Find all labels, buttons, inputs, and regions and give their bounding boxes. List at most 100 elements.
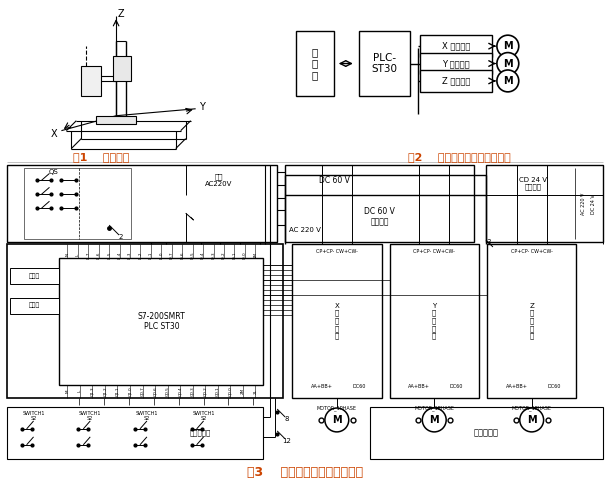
Text: CD 24 V
开关电源: CD 24 V 开关电源 — [518, 176, 547, 190]
Text: AA+BB+: AA+BB+ — [506, 384, 528, 389]
Bar — [7, 407, 264, 459]
Text: I0.2: I0.2 — [222, 251, 226, 259]
Text: 数组控制盒: 数组控制盒 — [190, 429, 211, 436]
Text: 3: 3 — [487, 239, 491, 245]
Text: I0.1: I0.1 — [232, 251, 237, 259]
Text: 通信口: 通信口 — [29, 273, 40, 279]
Circle shape — [497, 35, 518, 57]
Text: 8: 8 — [285, 416, 289, 422]
Bar — [10, 298, 59, 313]
Text: DC 60 V
开关电源: DC 60 V 开关电源 — [364, 207, 395, 227]
Text: I1.4: I1.4 — [118, 251, 121, 258]
Text: 电源
AC220V: 电源 AC220V — [205, 173, 232, 187]
Bar — [370, 407, 603, 459]
Text: DC60: DC60 — [353, 384, 366, 389]
Text: Q1.3: Q1.3 — [90, 386, 95, 396]
Text: 2M: 2M — [241, 388, 245, 394]
Text: 图2    按摩机器人的系统的组成: 图2 按摩机器人的系统的组成 — [407, 153, 511, 162]
Text: DC 24 V: DC 24 V — [591, 194, 596, 213]
Text: 通信口: 通信口 — [29, 303, 40, 309]
Text: 限位传感器: 限位传感器 — [474, 428, 499, 438]
Text: 1M: 1M — [253, 252, 257, 258]
Circle shape — [497, 53, 518, 74]
Text: AC 220 V: AC 220 V — [289, 227, 321, 233]
Bar — [390, 244, 479, 398]
Text: MOTOR_1PHASE: MOTOR_1PHASE — [317, 405, 357, 411]
Text: X
轴
驱
动
器: X 轴 驱 动 器 — [334, 303, 339, 339]
Text: L: L — [78, 390, 82, 392]
Circle shape — [422, 408, 446, 432]
Text: 12: 12 — [282, 438, 292, 444]
Text: I1.6: I1.6 — [97, 251, 101, 259]
Text: Q0.5: Q0.5 — [165, 386, 170, 396]
Text: Z
轴
驱
动
器: Z 轴 驱 动 器 — [529, 303, 534, 339]
Text: CP+CP- CW+CW-: CP+CP- CW+CW- — [316, 249, 357, 255]
Bar — [486, 166, 603, 242]
Text: Q0.6: Q0.6 — [153, 386, 157, 396]
Text: SWITCH1
S2: SWITCH1 S2 — [192, 411, 215, 421]
Circle shape — [497, 70, 518, 92]
Text: QS: QS — [49, 170, 59, 175]
Text: CP+CP- CW+CW-: CP+CP- CW+CW- — [414, 249, 455, 255]
Text: I0.4: I0.4 — [201, 251, 205, 259]
Text: M: M — [503, 58, 512, 69]
Bar — [24, 169, 131, 239]
Text: S7-200SMRT
PLC ST30: S7-200SMRT PLC ST30 — [137, 312, 185, 331]
Circle shape — [325, 408, 349, 432]
Text: L: L — [76, 254, 80, 256]
Text: M: M — [503, 41, 512, 51]
Text: Y
轴
驱
动
器: Y 轴 驱 动 器 — [432, 303, 436, 339]
Text: MOTOR_1PHASE: MOTOR_1PHASE — [512, 405, 551, 411]
Text: 2L: 2L — [253, 389, 257, 394]
Text: AA+BB+: AA+BB+ — [408, 384, 430, 389]
Bar — [113, 56, 131, 81]
Text: Q0.2: Q0.2 — [203, 386, 207, 396]
Text: Q0.0: Q0.0 — [228, 386, 232, 396]
Text: I1.7: I1.7 — [86, 251, 90, 259]
Circle shape — [520, 408, 544, 432]
Text: DC60: DC60 — [547, 384, 561, 389]
Bar — [420, 70, 492, 92]
Text: Y 轴驱动器: Y 轴驱动器 — [442, 59, 470, 68]
Text: Q0.7: Q0.7 — [140, 386, 145, 396]
Text: I1.3: I1.3 — [128, 251, 132, 259]
Bar — [296, 31, 334, 96]
Text: PLC-
ST30: PLC- ST30 — [371, 53, 398, 74]
Text: M: M — [503, 76, 512, 86]
Text: M: M — [527, 415, 537, 425]
Text: Q1.2: Q1.2 — [103, 386, 107, 396]
Text: 图1    机械结构: 图1 机械结构 — [73, 153, 129, 162]
Text: Z: Z — [118, 9, 124, 19]
Text: I0.0: I0.0 — [243, 251, 247, 259]
Text: Q0.4: Q0.4 — [178, 386, 182, 396]
Bar — [7, 244, 283, 398]
Text: 计
算
机: 计 算 机 — [312, 47, 318, 80]
Bar — [81, 66, 101, 96]
Text: M: M — [332, 415, 342, 425]
Text: I1.1: I1.1 — [149, 251, 153, 258]
Text: MOTOR_1PHASE: MOTOR_1PHASE — [414, 405, 454, 411]
Text: I0.3: I0.3 — [212, 251, 215, 259]
Text: I1.2: I1.2 — [138, 251, 143, 259]
Text: I0.5: I0.5 — [191, 251, 195, 259]
Text: Z 轴驱动器: Z 轴驱动器 — [442, 76, 470, 85]
Text: M: M — [65, 389, 70, 393]
Text: Q1.1: Q1.1 — [115, 386, 120, 396]
Text: AC 220 V: AC 220 V — [581, 193, 586, 215]
Text: X: X — [51, 128, 58, 139]
Text: SWITCH1
S2: SWITCH1 S2 — [23, 411, 45, 421]
Text: CP+CP- CW+CW-: CP+CP- CW+CW- — [511, 249, 553, 255]
Bar — [59, 258, 264, 385]
Text: M: M — [429, 415, 439, 425]
Text: DC 60 V: DC 60 V — [320, 176, 350, 185]
Text: Q0.3: Q0.3 — [191, 386, 195, 396]
Text: Y: Y — [199, 102, 204, 112]
Bar — [359, 31, 411, 96]
Text: SWITCH1
S2: SWITCH1 S2 — [79, 411, 101, 421]
Text: X 轴驱动器: X 轴驱动器 — [442, 42, 470, 51]
Bar — [420, 53, 492, 74]
Bar — [10, 268, 59, 284]
Text: I0.6: I0.6 — [180, 251, 184, 259]
Bar — [285, 166, 474, 242]
Text: Q0.1: Q0.1 — [216, 386, 220, 396]
